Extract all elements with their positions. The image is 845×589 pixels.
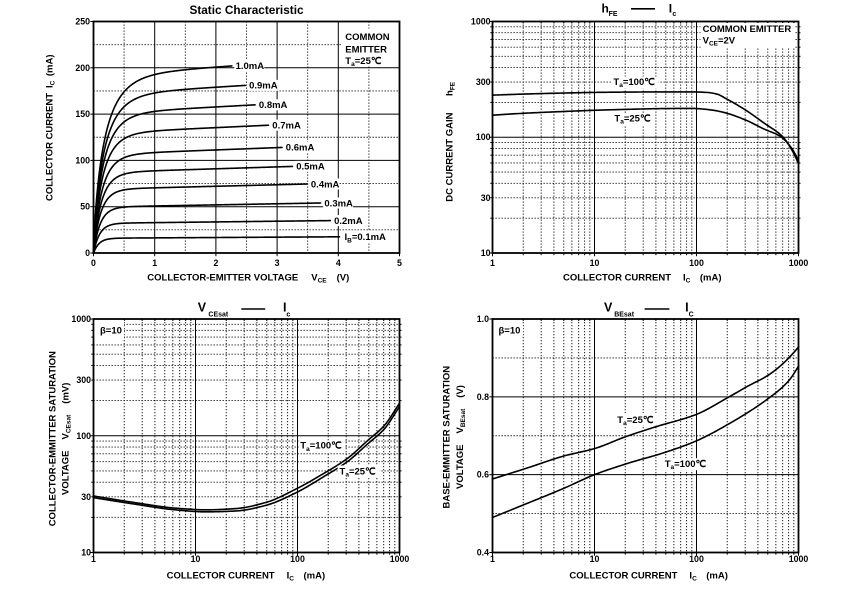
- svg-text:Ta=25℃: Ta=25℃: [340, 466, 377, 478]
- svg-text:10: 10: [481, 248, 491, 258]
- svg-text:1: 1: [490, 258, 495, 268]
- svg-text:COLLECTOR-EMMITTER SATURATION: COLLECTOR-EMMITTER SATURATION: [48, 351, 59, 526]
- svg-text:Ta=100℃: Ta=100℃: [665, 459, 707, 471]
- svg-text:1.0: 1.0: [477, 314, 489, 324]
- svg-text:10: 10: [590, 554, 600, 564]
- svg-text:COLLECTOR CURRENTIC​(mA): COLLECTOR CURRENTIC​(mA): [45, 54, 57, 201]
- svg-text:VOLTAGEVCEsat​(mV): VOLTAGEVCEsat​(mV): [61, 383, 73, 495]
- svg-text:300: 300: [76, 375, 91, 385]
- svg-text:1000: 1000: [789, 554, 809, 564]
- svg-text:0.7mA: 0.7mA: [272, 121, 301, 132]
- svg-text:V: V: [198, 300, 207, 314]
- svg-text:150: 150: [75, 109, 90, 119]
- svg-text:Ta=25℃: Ta=25℃: [617, 415, 654, 427]
- svg-text:50: 50: [80, 202, 90, 212]
- svg-text:0.8mA: 0.8mA: [259, 100, 288, 111]
- svg-text:0: 0: [91, 258, 96, 268]
- svg-text:0.8: 0.8: [477, 392, 489, 402]
- svg-text:10: 10: [191, 554, 201, 564]
- svg-text:β=10: β=10: [100, 326, 122, 337]
- svg-text:0.4mA: 0.4mA: [311, 179, 340, 190]
- svg-text:200: 200: [75, 63, 90, 73]
- svg-text:5: 5: [397, 258, 402, 268]
- svg-text:h: h: [602, 1, 609, 15]
- svg-text:VCE=2V: VCE=2V: [703, 36, 736, 48]
- svg-text:1000: 1000: [71, 314, 91, 324]
- svg-text:C: C: [689, 311, 694, 318]
- svg-text:DC CURRENT GAINhFE​: DC CURRENT GAINhFE​: [445, 81, 457, 201]
- svg-text:0.6mA: 0.6mA: [286, 143, 315, 154]
- svg-text:1: 1: [152, 258, 157, 268]
- svg-text:0.9mA: 0.9mA: [249, 81, 278, 92]
- svg-text:V: V: [604, 300, 613, 314]
- svg-text:COMMON: COMMON: [345, 32, 389, 43]
- svg-text:300: 300: [476, 77, 491, 87]
- svg-text:100: 100: [689, 258, 704, 268]
- svg-text:c: c: [672, 11, 676, 18]
- svg-text:COLLECTOR CURRENTIC​(mA): COLLECTOR CURRENTIC​(mA): [569, 570, 728, 582]
- svg-text:1000: 1000: [390, 554, 410, 564]
- svg-text:COLLECTOR CURRENTIC​(mA): COLLECTOR CURRENTIC​(mA): [167, 570, 326, 582]
- svg-text:30: 30: [81, 492, 91, 502]
- svg-text:Static Characteristic: Static Characteristic: [189, 3, 304, 17]
- svg-text:100: 100: [689, 554, 704, 564]
- svg-text:COMMON EMITTER: COMMON EMITTER: [703, 24, 792, 35]
- svg-text:250: 250: [75, 17, 90, 27]
- svg-text:I: I: [685, 300, 688, 314]
- svg-text:CEsat: CEsat: [208, 311, 229, 318]
- svg-text:Ta=100℃: Ta=100℃: [613, 77, 655, 89]
- svg-text:1.0mA: 1.0mA: [236, 61, 265, 72]
- svg-text:c: c: [286, 311, 290, 318]
- svg-text:1: 1: [91, 554, 96, 564]
- svg-text:β=10: β=10: [499, 326, 521, 337]
- svg-text:100: 100: [476, 132, 491, 142]
- svg-text:4: 4: [336, 258, 341, 268]
- svg-text:100: 100: [290, 554, 305, 564]
- svg-text:IB=0.1mA: IB=0.1mA: [345, 232, 387, 244]
- svg-text:10: 10: [590, 258, 600, 268]
- svg-text:0.5mA: 0.5mA: [296, 162, 325, 173]
- svg-text:EMITTER: EMITTER: [345, 44, 387, 55]
- svg-text:Ta=25℃: Ta=25℃: [614, 114, 651, 126]
- svg-text:30: 30: [481, 193, 491, 203]
- svg-text:100: 100: [76, 431, 91, 441]
- svg-text:10: 10: [81, 548, 91, 558]
- svg-text:BASE-EMMITTER SATURATION: BASE-EMMITTER SATURATION: [442, 366, 453, 509]
- svg-text:I: I: [669, 1, 672, 15]
- svg-text:Ta=25℃: Ta=25℃: [345, 56, 382, 68]
- svg-text:Ta=100℃: Ta=100℃: [300, 441, 342, 453]
- svg-text:FE: FE: [609, 11, 618, 18]
- svg-text:0.6: 0.6: [477, 470, 489, 480]
- svg-text:1: 1: [490, 554, 495, 564]
- svg-text:VOLTAGEVBEsat​(V): VOLTAGEVBEsat​(V): [455, 385, 467, 489]
- svg-text:1000: 1000: [471, 17, 491, 27]
- svg-text:COLLECTOR-EMITTER VOLTAGEVCE​(: COLLECTOR-EMITTER VOLTAGEVCE​(V): [147, 273, 349, 285]
- svg-text:0.4: 0.4: [477, 548, 489, 558]
- svg-text:100: 100: [75, 155, 90, 165]
- svg-text:0.3mA: 0.3mA: [324, 198, 353, 209]
- svg-text:3: 3: [275, 258, 280, 268]
- svg-text:1000: 1000: [789, 258, 809, 268]
- svg-text:I: I: [283, 300, 286, 314]
- svg-text:BEsat: BEsat: [614, 311, 635, 318]
- svg-text:COLLECTOR CURRENTIC​(mA): COLLECTOR CURRENTIC​(mA): [563, 273, 722, 285]
- svg-text:0: 0: [85, 248, 90, 258]
- svg-text:0.2mA: 0.2mA: [334, 216, 363, 227]
- svg-text:2: 2: [213, 258, 218, 268]
